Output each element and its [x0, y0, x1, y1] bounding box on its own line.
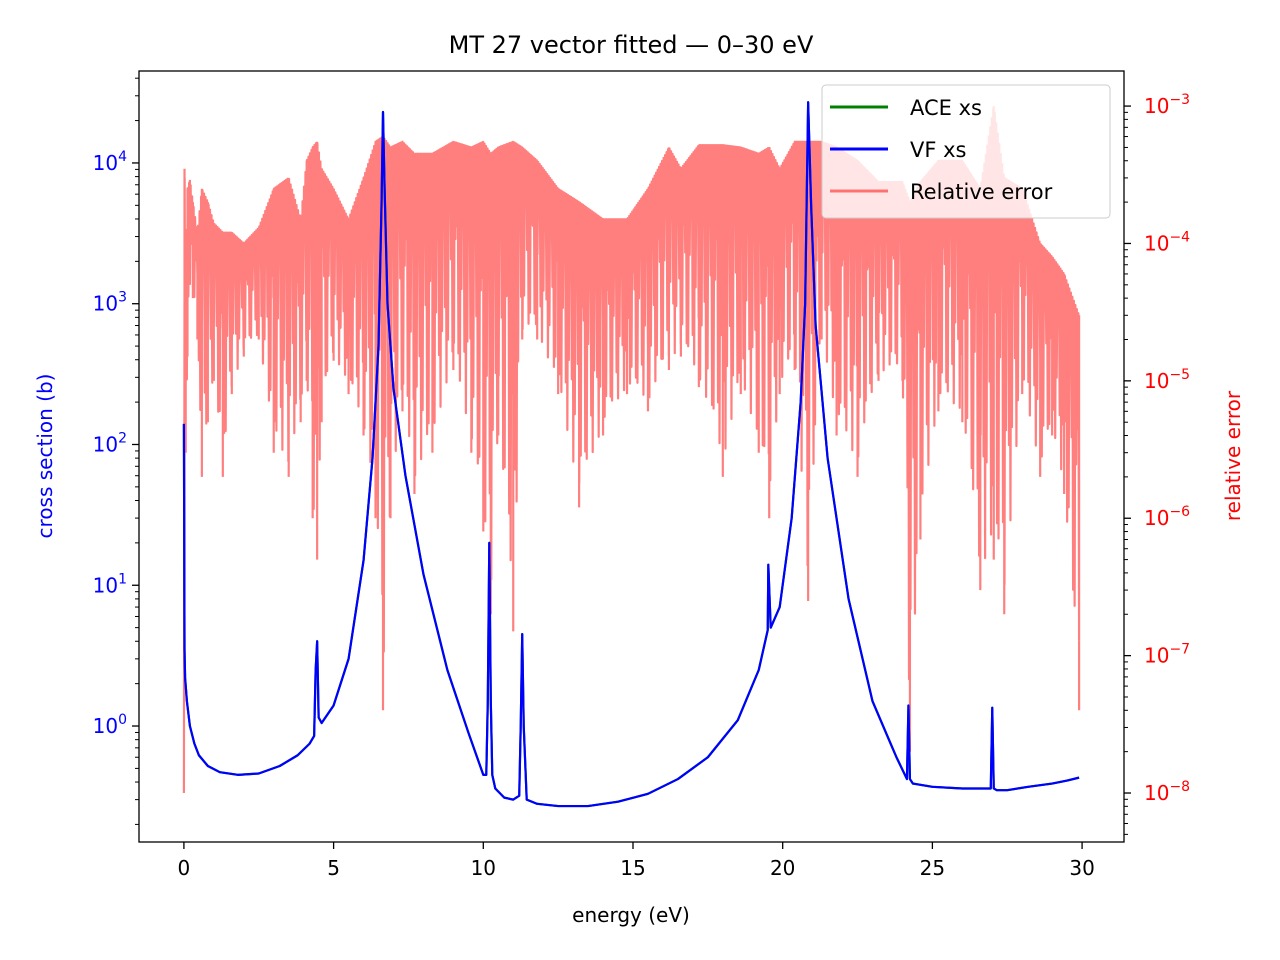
y-left-tick-label: 102: [93, 430, 127, 456]
legend-box: [821, 84, 1111, 219]
y-right-tick-label: 10−6: [1144, 504, 1190, 530]
y-right-axis-label: relative error: [1221, 390, 1245, 521]
legend: ACE xs VF xs Relative error: [821, 84, 1111, 219]
y-right-tick-label: 10−3: [1144, 92, 1190, 118]
cross-section-layer: [182, 101, 1080, 808]
series-relative-error-line: [182, 106, 1081, 794]
legend-label-relative-error: Relative error: [910, 180, 1053, 204]
y-left-axis-label: cross section (b): [33, 374, 57, 539]
x-axis: 0 5 10 15 20 25 30: [178, 842, 1095, 880]
y-right-tick-label: 10−5: [1144, 367, 1190, 393]
x-tick-label: 10: [471, 856, 496, 880]
y-right-tick-label: 10−7: [1144, 642, 1190, 668]
legend-label-ace-xs: ACE xs: [910, 96, 982, 120]
x-tick-label: 20: [770, 856, 795, 880]
x-tick-label: 0: [178, 856, 191, 880]
relative-error-layer: [182, 106, 1081, 794]
y-left-tick-label: 104: [93, 149, 127, 175]
chart-title: MT 27 vector fitted — 0–30 eV: [449, 31, 814, 59]
plot-area: [138, 70, 1125, 843]
series-vf-xs-line: [182, 101, 1080, 808]
y-left-axis: 100 101 102 103 104: [93, 77, 139, 825]
x-tick-label: 15: [620, 856, 645, 880]
x-tick-label: 25: [920, 856, 945, 880]
y-left-tick-label: 103: [93, 290, 127, 316]
legend-label-vf-xs: VF xs: [910, 138, 967, 162]
y-left-tick-label: 100: [93, 712, 127, 738]
y-right-tick-label: 10−4: [1144, 229, 1190, 255]
y-left-tick-label: 101: [93, 571, 127, 597]
x-tick-label: 30: [1069, 856, 1094, 880]
plot-frame: [138, 70, 1125, 843]
x-axis-label: energy (eV): [572, 903, 690, 927]
y-right-axis: 10−8 10−7 10−6 10−5 10−4 10−3: [1124, 92, 1190, 835]
y-right-tick-label: 10−8: [1144, 779, 1190, 805]
x-tick-label: 5: [327, 856, 340, 880]
